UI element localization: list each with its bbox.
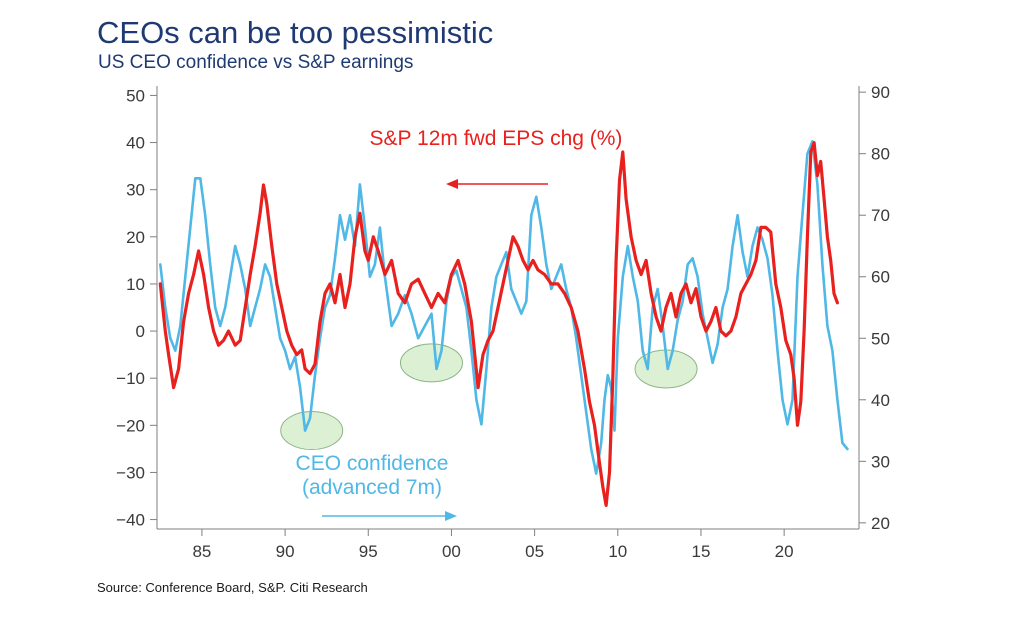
ceo-series-label-sub: (advanced 7m)	[302, 476, 442, 499]
right-tick-label: 80	[871, 145, 890, 164]
x-tick-label: 15	[692, 542, 711, 561]
right-tick-label: 60	[871, 268, 890, 287]
x-tick-label: 85	[192, 542, 211, 561]
left-tick-label: 40	[126, 134, 145, 153]
left-tick-label: −30	[116, 463, 145, 482]
right-tick-label: 70	[871, 206, 890, 225]
left-tick-label: −10	[116, 369, 145, 388]
trough-highlights	[280, 343, 698, 451]
right-tick-label: 30	[871, 452, 890, 471]
right-tick-label: 90	[871, 83, 890, 102]
left-tick-label: −40	[116, 511, 145, 530]
annotations: S&P 12m fwd EPS chg (%) CEO confidence (…	[296, 127, 623, 521]
x-tick-label: 10	[608, 542, 627, 561]
x-tick-label: 95	[359, 542, 378, 561]
right-tick-label: 40	[871, 391, 890, 410]
source-note: Source: Conference Board, S&P. Citi Rese…	[97, 580, 368, 595]
chart-subtitle: US CEO confidence vs S&P earnings	[98, 52, 414, 73]
eps-change-line	[158, 141, 839, 507]
left-tick-label: 10	[126, 275, 145, 294]
ceo-series-label: CEO confidence	[296, 452, 449, 475]
left-tick-label: 0	[136, 322, 145, 341]
trough-highlight-ellipse	[280, 411, 344, 451]
x-tick-label: 05	[525, 542, 544, 561]
axes: −40 −30 −20 −10 0 10 20 30 40 50 20 30 40 50 60 70 80 90 8…	[116, 83, 890, 561]
x-tick-label: 90	[276, 542, 295, 561]
left-tick-label: −20	[116, 416, 145, 435]
left-tick-label: 50	[126, 86, 145, 105]
right-tick-label: 50	[871, 329, 890, 348]
chart-title: CEOs can be too pessimistic	[97, 15, 494, 50]
x-tick-label: 20	[775, 542, 794, 561]
left-tick-label: 20	[126, 228, 145, 247]
eps-series-label: S&P 12m fwd EPS chg (%)	[370, 127, 623, 150]
x-tick-label: 00	[442, 542, 461, 561]
right-tick-label: 20	[871, 514, 890, 533]
series-lines	[158, 140, 849, 507]
ceo-confidence-line	[159, 140, 849, 475]
right-arrow	[322, 511, 457, 521]
trough-highlight-ellipse	[399, 343, 463, 383]
left-arrow	[446, 179, 548, 189]
left-tick-label: 30	[126, 181, 145, 200]
